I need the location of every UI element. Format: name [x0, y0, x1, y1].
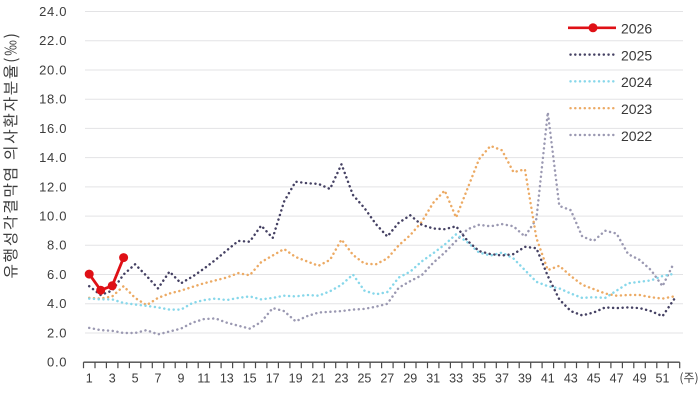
svg-text:45: 45 — [587, 371, 601, 385]
svg-text:7: 7 — [155, 371, 162, 385]
svg-text:6.0: 6.0 — [47, 267, 67, 282]
svg-text:10.0: 10.0 — [39, 209, 67, 224]
svg-text:49: 49 — [633, 371, 647, 385]
svg-text:47: 47 — [610, 371, 624, 385]
svg-text:18.0: 18.0 — [39, 92, 67, 107]
svg-text:0.0: 0.0 — [47, 355, 67, 370]
svg-text:4.0: 4.0 — [47, 296, 67, 311]
svg-text:16.0: 16.0 — [39, 121, 67, 136]
svg-text:2.0: 2.0 — [47, 325, 67, 340]
svg-text:2024: 2024 — [621, 74, 652, 90]
svg-text:35: 35 — [472, 371, 486, 385]
svg-text:39: 39 — [518, 371, 532, 385]
svg-text:31: 31 — [426, 371, 440, 385]
svg-text:25: 25 — [357, 371, 371, 385]
svg-text:20.0: 20.0 — [39, 62, 67, 77]
svg-text:29: 29 — [403, 371, 417, 385]
svg-text:2025: 2025 — [621, 47, 652, 63]
svg-text:33: 33 — [449, 371, 463, 385]
svg-text:12.0: 12.0 — [39, 179, 67, 194]
svg-text:21: 21 — [312, 371, 326, 385]
svg-text:9: 9 — [178, 371, 185, 385]
svg-text:13: 13 — [220, 371, 234, 385]
svg-text:22.0: 22.0 — [39, 33, 67, 48]
svg-text:41: 41 — [541, 371, 555, 385]
svg-text:2026: 2026 — [621, 21, 652, 37]
svg-text:19: 19 — [289, 371, 303, 385]
svg-text:17: 17 — [266, 371, 280, 385]
svg-text:5: 5 — [132, 371, 139, 385]
svg-text:14.0: 14.0 — [39, 150, 67, 165]
svg-text:1: 1 — [86, 371, 93, 385]
svg-text:51: 51 — [656, 371, 670, 385]
svg-text:23: 23 — [335, 371, 349, 385]
svg-text:24.0: 24.0 — [39, 4, 67, 19]
svg-text:15: 15 — [243, 371, 257, 385]
svg-text:43: 43 — [564, 371, 578, 385]
svg-text:37: 37 — [495, 371, 509, 385]
svg-text:8.0: 8.0 — [47, 238, 67, 253]
svg-text:11: 11 — [197, 371, 210, 385]
svg-text:3: 3 — [109, 371, 116, 385]
svg-text:2023: 2023 — [621, 101, 652, 117]
svg-text:2022: 2022 — [621, 128, 652, 144]
svg-text:27: 27 — [380, 371, 394, 385]
